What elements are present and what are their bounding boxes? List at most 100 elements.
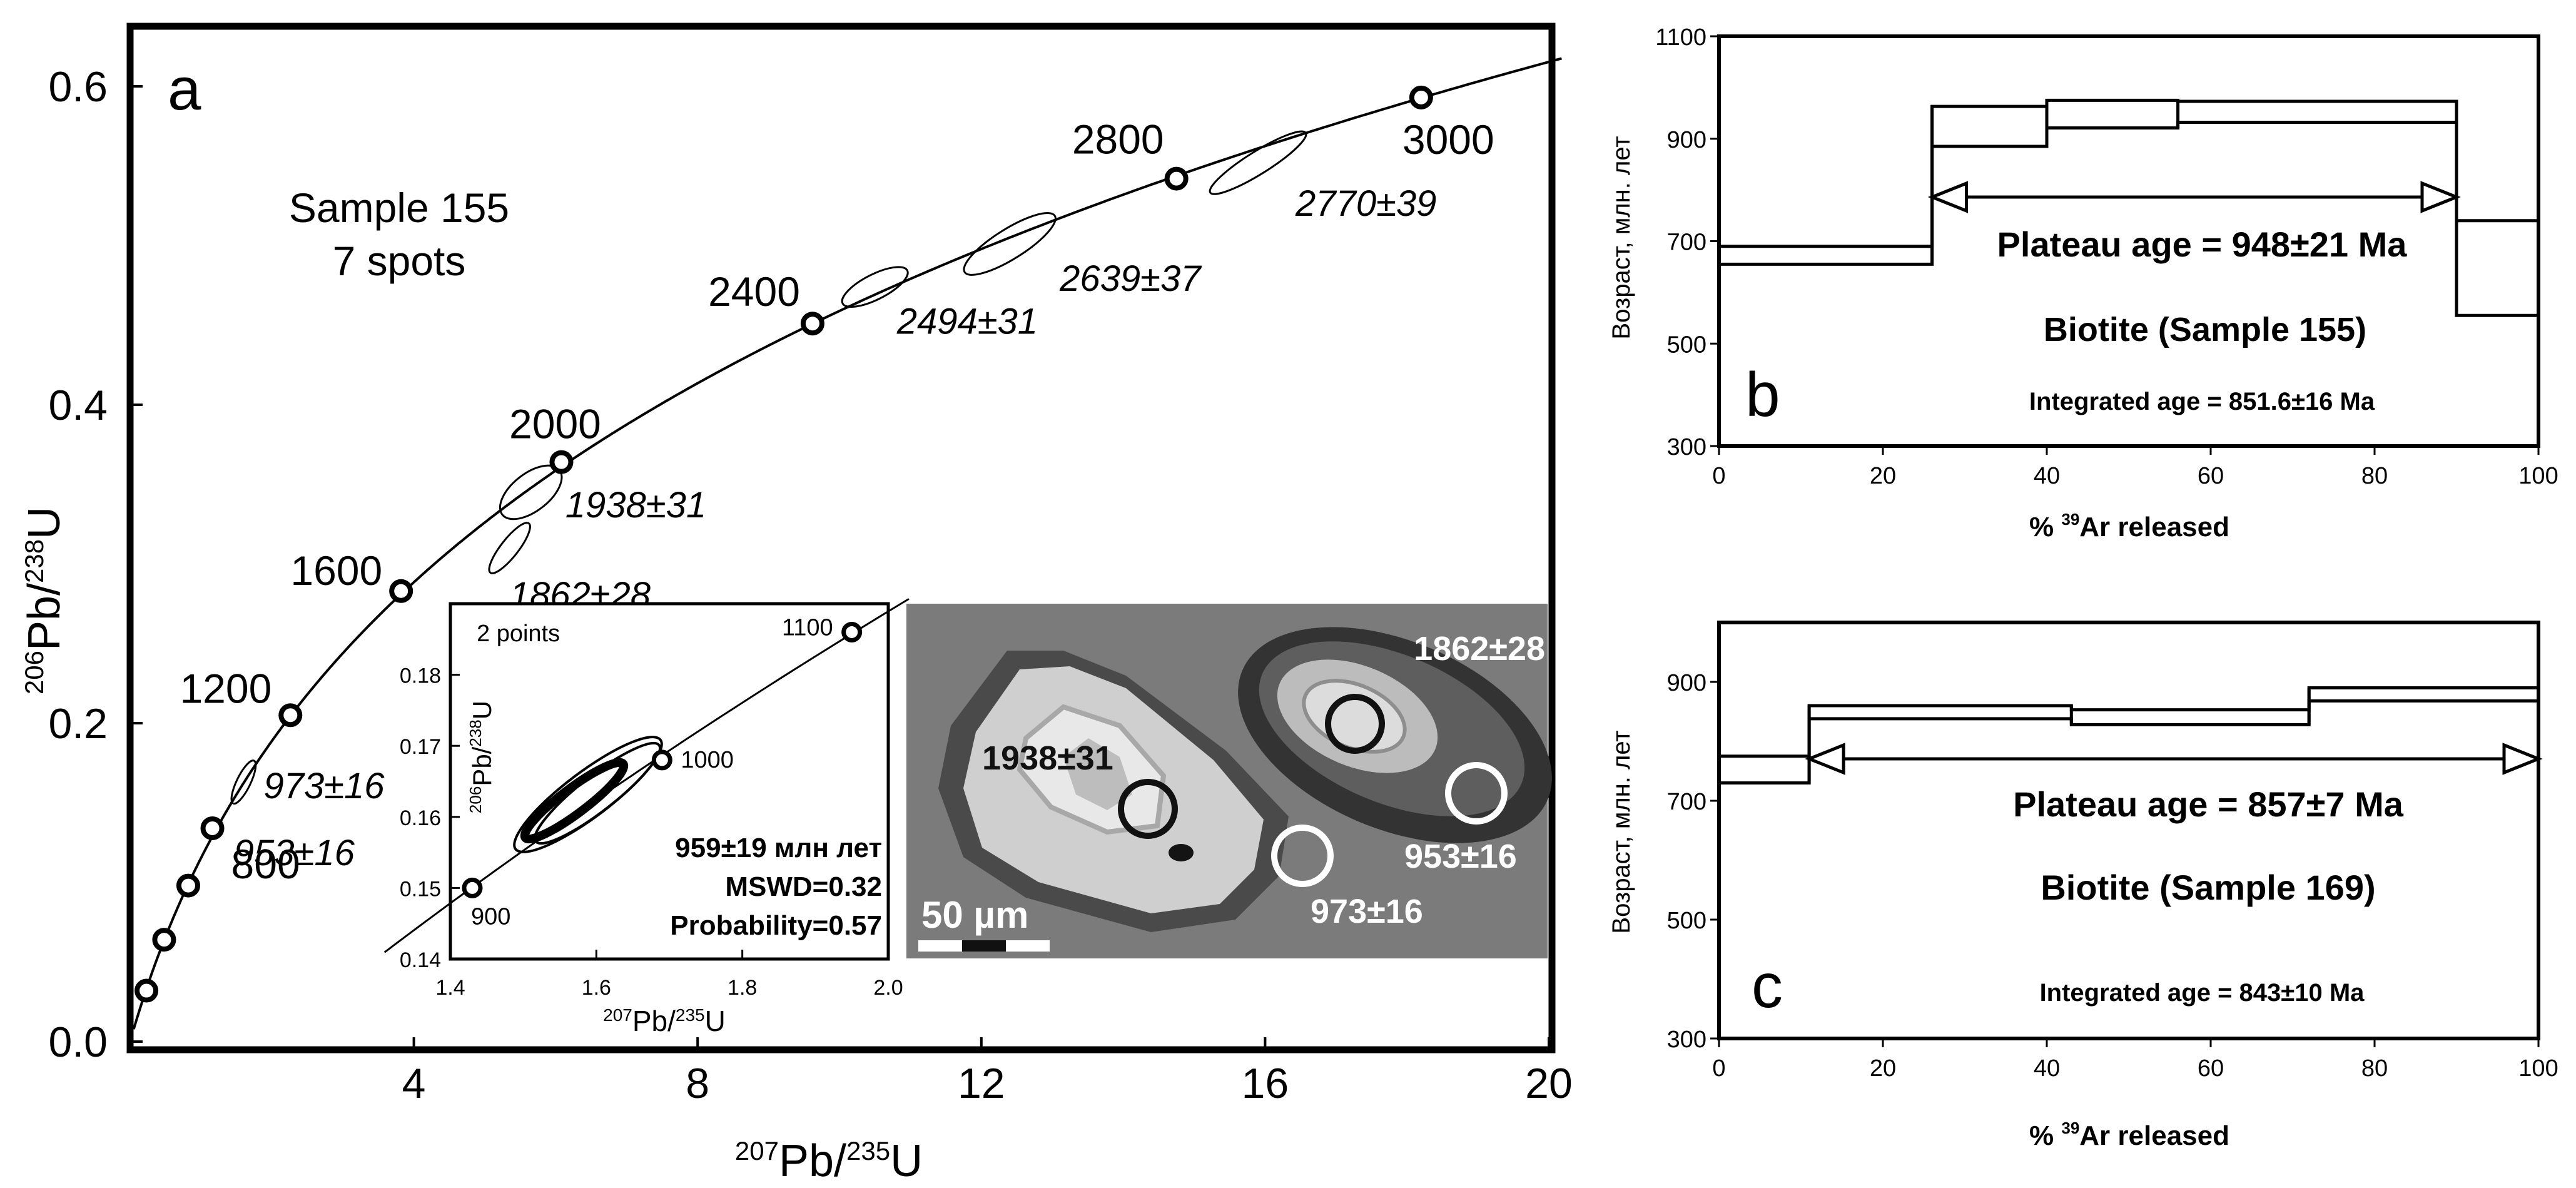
- spectrum-x-tick-label: 60: [2198, 1055, 2224, 1082]
- panel-c-y-ticks: 300 500 700 900: [1667, 670, 1719, 1053]
- ellipse-age-labels: 973±16953±161862±281938±312494±312639±37…: [234, 183, 1437, 873]
- inset-mswd: MSWD=0.32: [725, 871, 882, 902]
- a-y-tick-label: 0.4: [48, 382, 108, 429]
- inset-concordia-label: 900: [471, 903, 510, 930]
- spectrum-y-tick-label: 900: [1667, 127, 1706, 153]
- concordia-age-label: 1200: [180, 665, 271, 711]
- a-x-tick-label: 8: [686, 1060, 709, 1107]
- inset-concordia: 2 points 0.140.150.160.170.18 1.4 1.6 1.8 2…: [383, 598, 910, 1037]
- spectrum-x-tick-label: 100: [2518, 1055, 2558, 1082]
- inset-concordia-label: 1000: [681, 747, 734, 773]
- spectrum-y-tick-label: 300: [1667, 434, 1706, 460]
- ellipse-age-label: 2494±31: [896, 302, 1038, 342]
- a-x-tick-label: 20: [1525, 1060, 1573, 1107]
- analysis-ellipse: [488, 522, 531, 574]
- a-y-tick-label: 0.6: [48, 63, 108, 111]
- inset-y-tick-label: 0.18: [400, 664, 441, 688]
- panel-c-mineral-label: Biotite (Sample 169): [2041, 868, 2375, 907]
- spectrum-x-tick-label: 80: [2361, 1055, 2388, 1082]
- scale-bar: [918, 940, 1050, 952]
- spectrum-step: [1932, 106, 2047, 146]
- spectrum-y-tick-label: 700: [1667, 789, 1706, 815]
- sample-subtitle: 7 spots: [333, 238, 466, 284]
- inset-ellipses: [513, 736, 663, 853]
- concordia-age-label: 1600: [290, 547, 382, 594]
- spot-label-953: 953±16: [1404, 838, 1517, 875]
- large-zircon-center: [1063, 738, 1132, 810]
- panel-c-x-ticks: 0 20 40 60 80 100: [1712, 1038, 2558, 1082]
- ellipse-age-label: 2639±37: [1059, 258, 1202, 299]
- plateau-arrow-head-right: [2502, 743, 2543, 775]
- spectrum-y-tick-label: 300: [1667, 1027, 1706, 1053]
- panel-c-plateau-label: Plateau age = 857±7 Ma: [2013, 784, 2404, 824]
- inset-concordia-label: 1100: [782, 614, 833, 641]
- inset-result-age: 959±19 млн лет: [675, 833, 882, 863]
- concordia-marker: [1409, 85, 1433, 109]
- plateau-arrow-head-right: [2420, 181, 2461, 213]
- inset-frame: [449, 602, 890, 961]
- ellipse-age-label: 973±16: [263, 766, 385, 806]
- a-y-tick-label: 0.2: [48, 700, 108, 748]
- plateau-arrow-head-left: [1927, 181, 1969, 213]
- inset-y-tick-label: 0.16: [400, 806, 441, 830]
- spectrum-x-tick-label: 100: [2518, 463, 2558, 489]
- inclusion: [1169, 844, 1194, 861]
- concordia-marker: [278, 703, 303, 728]
- panel-a-y-ticks: 0.0 0.2 0.4 0.6: [48, 63, 143, 1066]
- concordia-curve: [132, 57, 1562, 1030]
- panel-b-steps: [1719, 98, 2538, 317]
- spectrum-y-tick-label: 500: [1667, 332, 1706, 358]
- panel-a-x-axis-label: 207Pb/235U: [735, 1136, 923, 1186]
- ellipse-age-label: 2770±39: [1295, 183, 1436, 224]
- inset-concordia-marker: [651, 749, 672, 771]
- inset-x-tick-label: 2.0: [873, 976, 903, 1000]
- ellipse-age-label: 953±16: [234, 833, 355, 873]
- concordia-age-label: 2000: [509, 401, 601, 447]
- scale-bar-seg-1: [918, 940, 962, 952]
- concordia-age-label: 2400: [708, 268, 800, 315]
- a-x-tick-label: 16: [1242, 1060, 1289, 1107]
- inset-concordia-marker: [841, 621, 863, 642]
- panel-a-x-ticks: 4 8 12 16 20: [402, 1037, 1573, 1107]
- inset-x-axis-label: 207Pb/235U: [603, 1005, 726, 1037]
- inset-probability: Probability=0.57: [670, 910, 882, 941]
- spectrum-step: [2071, 710, 2309, 725]
- panel-b-x-axis-label: % 39Ar released: [2029, 510, 2229, 542]
- concordia-marker: [800, 312, 824, 336]
- a-x-tick-label: 4: [402, 1060, 426, 1107]
- panel-c-y-axis-label: Возраст, млн. лет: [1608, 730, 1635, 933]
- spectrum-step: [2047, 100, 2178, 128]
- spot-label-1938: 1938±31: [982, 739, 1113, 777]
- spot-circle-1862: [1325, 694, 1385, 754]
- inset-weighted-mean-ellipse: [520, 758, 629, 844]
- panel-c-letter: c: [1752, 951, 1783, 1021]
- inset-y-tick-label: 0.15: [400, 877, 441, 901]
- panel-b-letter: b: [1745, 360, 1780, 430]
- inset-x-tick-label: 1.6: [582, 976, 611, 1000]
- panel-b-x-ticks: 0 20 40 60 80 100: [1712, 446, 2558, 489]
- zircon-cl-image: 1862±28 1938±31 973±16 953±16 50 µm: [906, 604, 1552, 958]
- inset-x-ticks: 1.4 1.6 1.8 2.0: [435, 950, 903, 1000]
- spectrum-x-tick-label: 0: [1712, 463, 1725, 489]
- inset-y-ticks: 0.14 0.15 0.16 0.17 0.18: [400, 664, 460, 972]
- concordia-marker: [200, 816, 225, 840]
- panel-c-steps: [1719, 686, 2538, 784]
- plateau-arrow-head-left: [1805, 743, 1845, 775]
- spectrum-step: [2178, 101, 2457, 123]
- spectrum-step: [2457, 221, 2538, 315]
- panel-a-letter: a: [168, 56, 201, 123]
- concordia-marker: [549, 450, 574, 474]
- inset-title: 2 points: [477, 621, 560, 647]
- spot-circle-1938: [1118, 779, 1178, 839]
- concordia-age-markers: [134, 85, 1433, 1003]
- a-y-tick-label: 0.0: [48, 1018, 108, 1066]
- panel-b-integrated-label: Integrated age = 851.6±16 Ma: [2029, 388, 2375, 415]
- spectrum-panel-b: 300 500 700 900 1100 0 20 40 60 80 100 Plateau ag…: [1608, 24, 2558, 542]
- spot-label-1862: 1862±28: [1414, 630, 1545, 668]
- concordia-panel-a: a Sample 155 7 spots 0.0 0.2 0.4 0.6 4 8 12 16…: [19, 23, 1573, 1186]
- inset-concordia-curve: [383, 598, 910, 953]
- spectrum-y-tick-label: 500: [1667, 908, 1706, 934]
- spectrum-x-tick-label: 20: [1870, 1055, 1896, 1082]
- concordia-marker: [1164, 166, 1189, 191]
- spectrum-x-tick-label: 60: [2198, 463, 2224, 489]
